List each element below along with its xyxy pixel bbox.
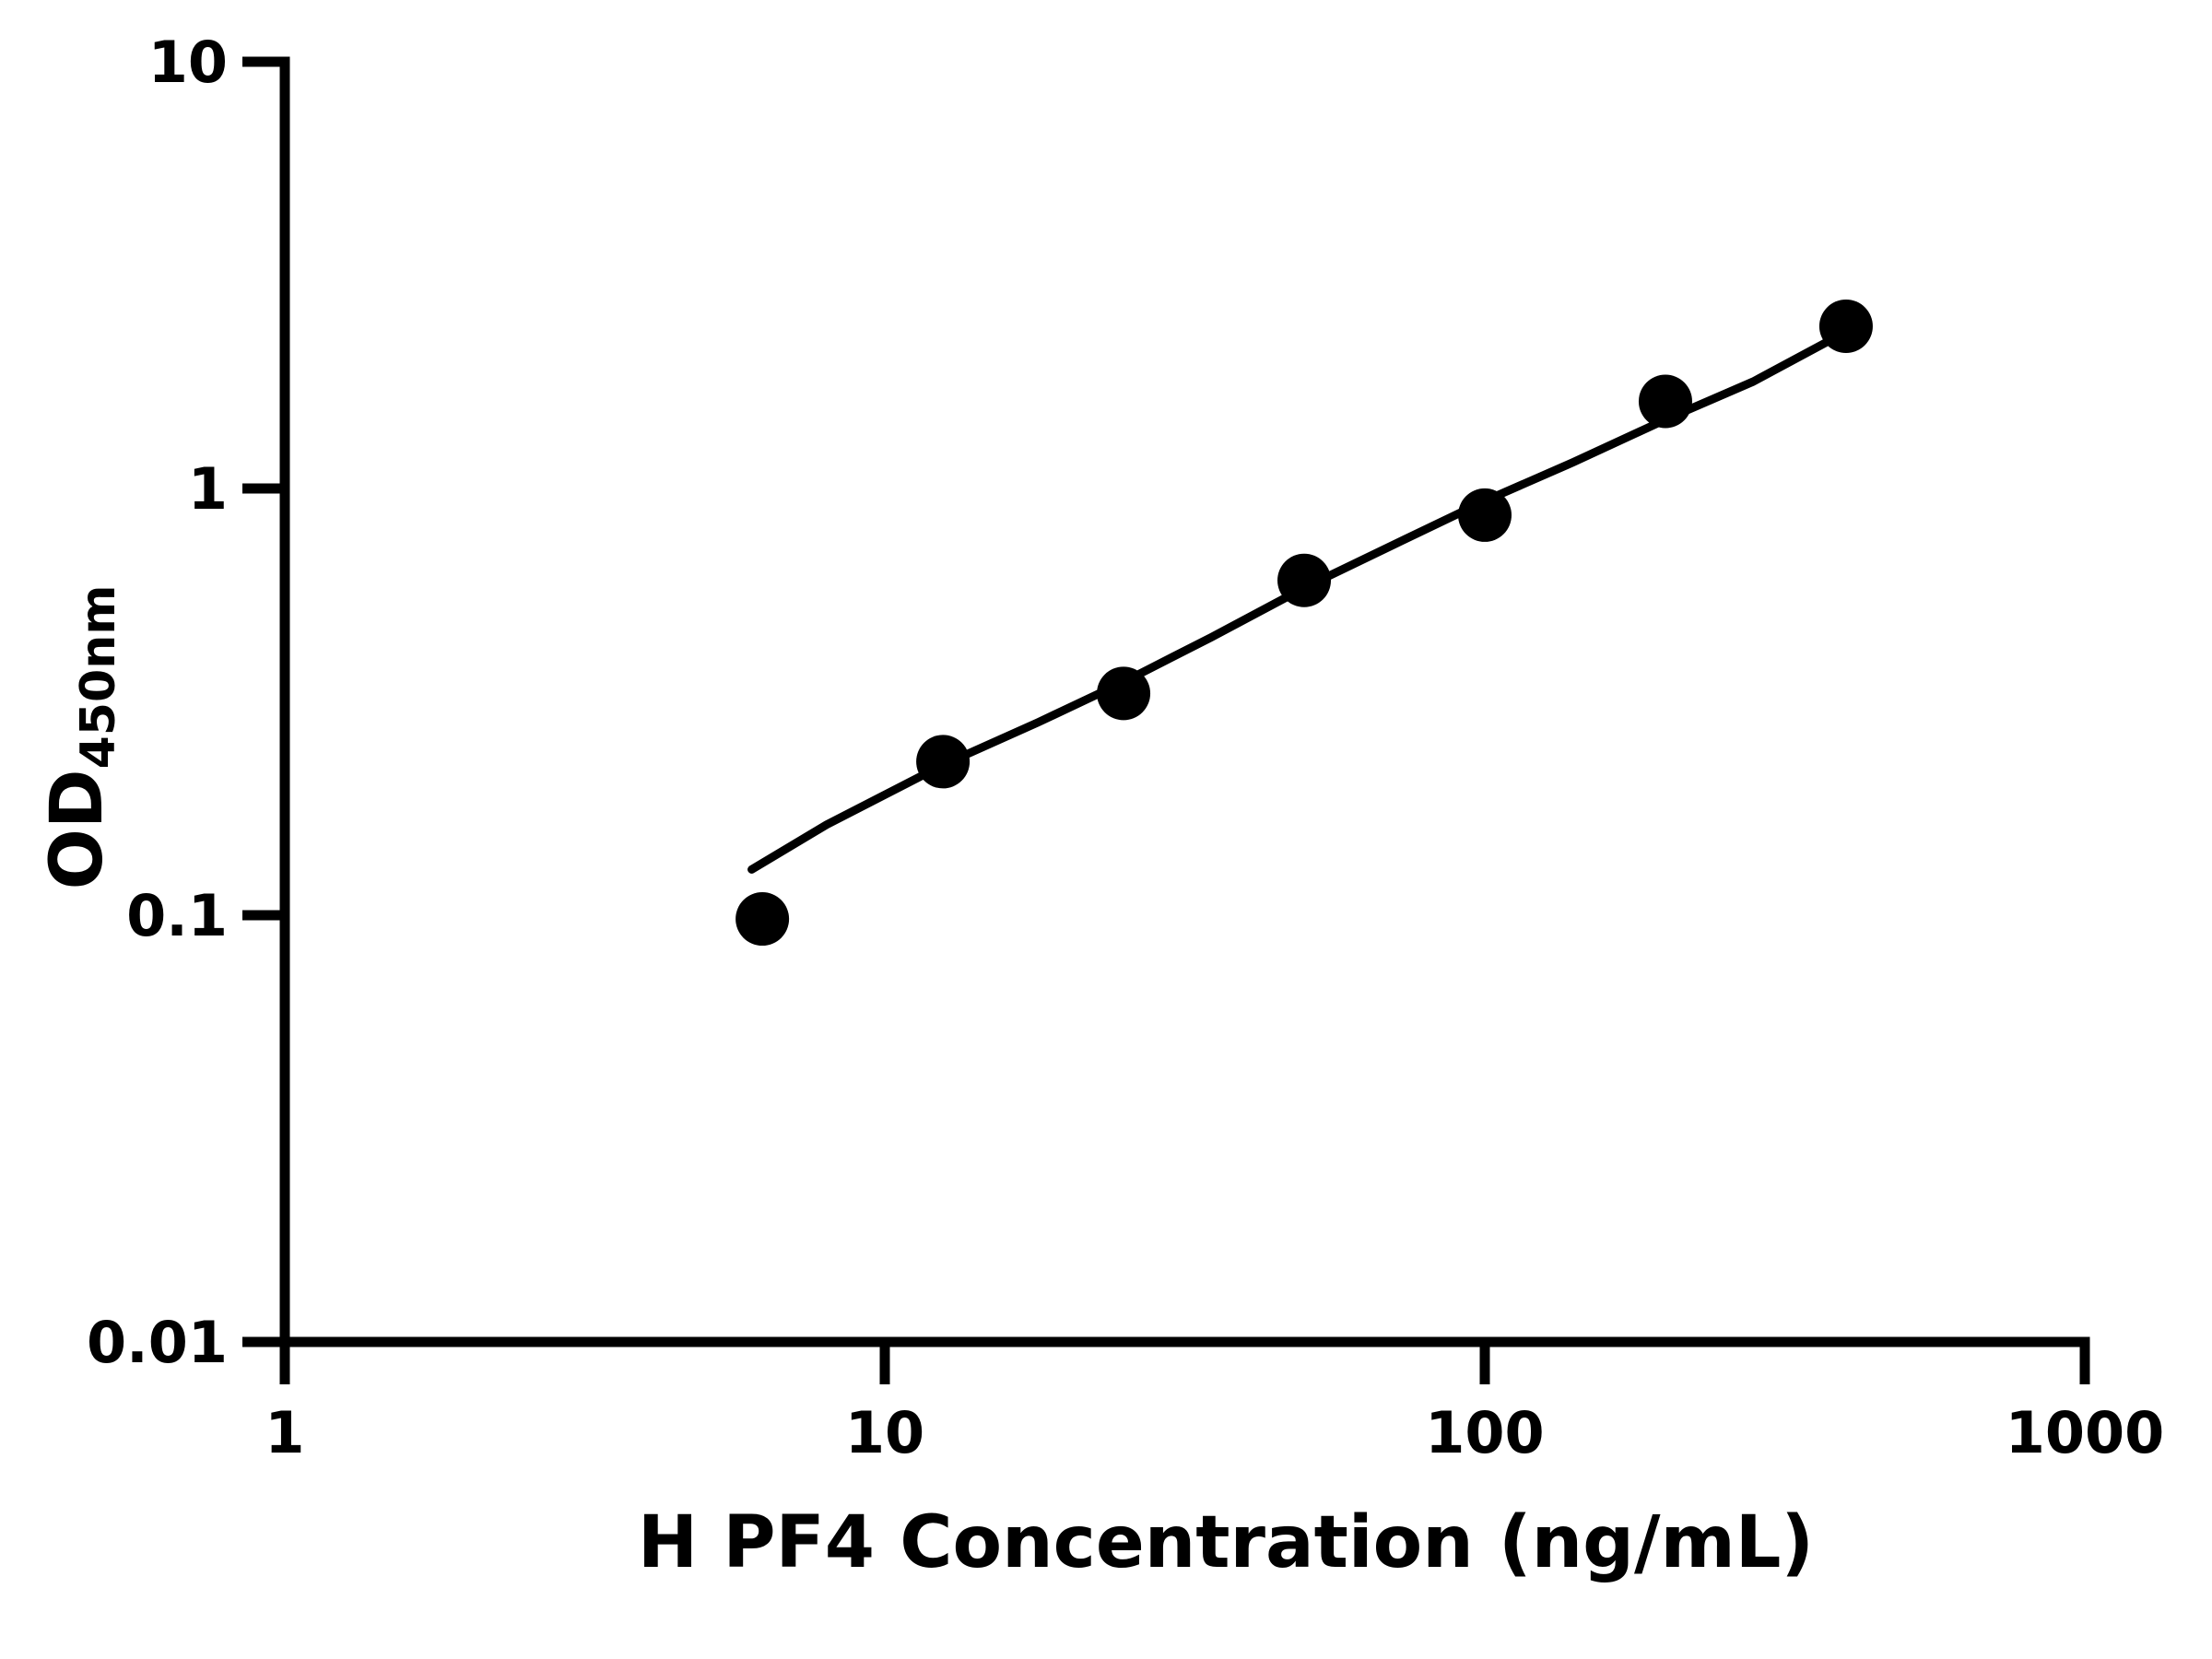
x-tick-label: 10: [845, 1399, 924, 1466]
data-point-marker: [735, 892, 790, 947]
y-axis-ticks: 0.01 0.1 1 10: [87, 29, 285, 1376]
y-axis-title-base: OD: [36, 769, 119, 889]
data-point-marker: [1818, 299, 1873, 353]
y-axis-title-subscript: 450nm: [71, 585, 126, 770]
x-tick-label: 1000: [2006, 1399, 2165, 1466]
data-point-marker: [1458, 488, 1512, 542]
y-tick-label: 10: [148, 29, 228, 96]
svg-text:OD450nm: OD450nm: [36, 585, 126, 890]
x-tick-label: 100: [1425, 1399, 1544, 1466]
data-point-marker: [1638, 374, 1692, 429]
x-axis-title: H PF4 Concentration (ng/mL): [638, 1501, 1814, 1584]
y-tick-label: 0.1: [126, 882, 228, 949]
data-point-marker: [1277, 553, 1332, 607]
y-tick-label: 1: [188, 455, 228, 523]
x-axis-ticks: 1 10 100 1000: [265, 1342, 2164, 1466]
y-axis-title: OD450nm: [36, 585, 126, 890]
data-point-marker: [916, 735, 971, 789]
data-point-marker: [1097, 666, 1151, 721]
axes-group: [279, 56, 2090, 1347]
data-points-group: [735, 299, 1873, 947]
y-tick-label: 0.01: [87, 1309, 228, 1376]
x-tick-label: 1: [265, 1399, 304, 1466]
